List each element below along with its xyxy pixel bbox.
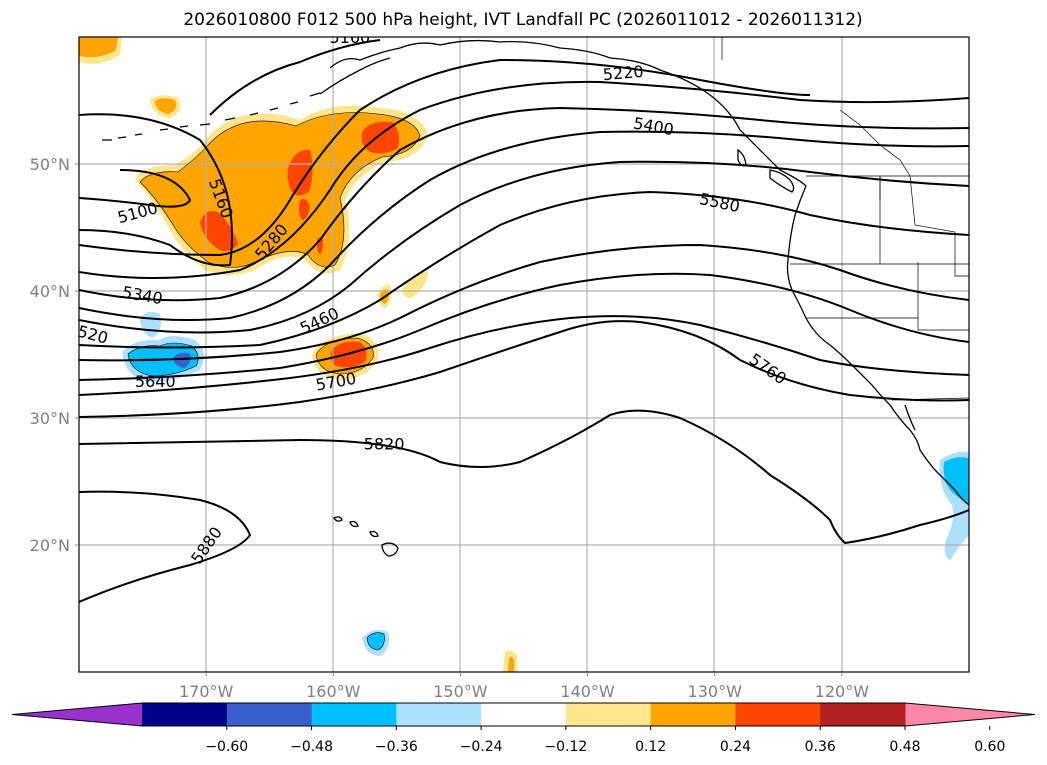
colorbar: −0.60 −0.48 −0.36 −0.24 −0.12 0.12 0.24 0.36 0.4… <box>11 702 1036 755</box>
bc-coast <box>787 185 807 261</box>
colorbar-segment <box>650 703 736 726</box>
contour-5100 <box>79 169 192 208</box>
lon-tick-label: 140°W <box>560 682 615 701</box>
contour-label: 5640 <box>135 372 176 391</box>
contour-5820 <box>79 409 969 545</box>
ivt-positive-patch-nw-core <box>79 37 118 58</box>
colorbar-extend-low <box>12 703 142 726</box>
contour-label-text: 5160 <box>329 28 370 47</box>
colorbar-tick-label: 0.36 <box>805 739 836 755</box>
map-border <box>78 36 970 673</box>
colorbar-segment <box>311 703 397 726</box>
colorbar-segment <box>142 703 228 726</box>
contour-5880 <box>79 490 252 603</box>
ivt-negative-patch-west-strong <box>173 352 191 368</box>
colorbar-tick-label: 0.60 <box>974 739 1005 755</box>
lat-tick-label: 40°N <box>30 282 70 301</box>
contour-5640 <box>79 272 969 381</box>
colorbar-tick-label: −0.48 <box>290 739 333 755</box>
map-background <box>79 37 969 672</box>
contour-5220 <box>79 58 811 257</box>
contour-5760 <box>79 320 969 418</box>
ivt-negative-patch-hawaii-south-core <box>367 632 385 650</box>
hawaii-kauai <box>333 516 343 522</box>
baja-california <box>889 404 936 471</box>
ivt-edge-center <box>315 337 374 375</box>
colorbar-segment <box>396 703 482 726</box>
colorbar-tick-label: −0.24 <box>460 739 503 755</box>
colorbar-tick-label: −0.36 <box>375 739 418 755</box>
ivt-red-core-2 <box>287 149 313 196</box>
lon-tick-label: 120°W <box>815 682 870 701</box>
lon-tick-label: 150°W <box>433 682 488 701</box>
ivt-contour-edges <box>127 112 421 651</box>
lat-tick-label: 20°N <box>30 536 70 555</box>
ivt-red-core-1 <box>200 211 238 252</box>
contour-5160 <box>79 113 233 267</box>
colorbar-tick-label: 0.48 <box>889 739 920 755</box>
vancouver-island <box>769 169 795 193</box>
map-panel: 5160522054005580516051005280534054605205… <box>78 28 970 673</box>
mexico-coast <box>934 469 969 506</box>
colorbar-extend-high <box>905 703 1035 726</box>
contour-5340 <box>79 106 969 302</box>
contour-5460 <box>79 160 969 334</box>
colorbar-segment <box>820 703 906 726</box>
hawaii-big-island <box>381 542 399 557</box>
ivt-negative-patch-mexico-core <box>943 457 969 505</box>
height-contours <box>79 39 969 603</box>
colorbar-tick-label: −0.60 <box>205 739 248 755</box>
latitude-labels: 50°N 40°N 30°N 20°N <box>30 155 79 555</box>
contour-label: 5160 <box>329 28 370 47</box>
ivt-red-core-4 <box>361 121 400 154</box>
contour-5400 <box>79 130 969 322</box>
colorbar-segment <box>226 703 313 726</box>
state-border-or-ca <box>806 317 969 331</box>
contour-label-text: 5220 <box>602 62 644 84</box>
colorbar-tick-label: −0.12 <box>544 739 587 755</box>
colorbar-tick-label: 0.12 <box>635 739 666 755</box>
ivt-positive-patch-small-1-core <box>155 98 177 114</box>
lon-tick-label: 130°W <box>688 682 743 701</box>
lat-tick-label: 50°N <box>30 155 70 174</box>
contour-5280 <box>79 80 969 280</box>
lon-tick-label: 170°W <box>179 682 234 701</box>
longitude-labels: 170°W 160°W 150°W 140°W 130°W 120°W <box>179 672 869 701</box>
colorbar-segment <box>735 703 821 726</box>
ivt-red-core-3 <box>298 198 310 220</box>
ivt-edge-hawaii-south <box>366 632 385 651</box>
contour-5700 <box>79 315 969 396</box>
coastlines <box>102 39 969 557</box>
alaska-coast <box>329 39 807 187</box>
contour-label-text: 5820 <box>364 434 405 453</box>
lat-tick-label: 30°N <box>30 409 70 428</box>
colorbar-segment <box>481 703 567 726</box>
contour-label: 5820 <box>364 434 405 453</box>
contour-label: 5220 <box>602 62 644 84</box>
lon-tick-label: 160°W <box>306 682 361 701</box>
colorbar-segment <box>565 703 652 726</box>
hawaii-maui <box>369 530 379 538</box>
alaska-peninsula <box>319 57 391 95</box>
colorbar-tick-label: 0.24 <box>720 739 751 755</box>
contour-5520 <box>79 190 969 349</box>
contour-5580 <box>79 243 969 362</box>
graticule <box>79 37 969 672</box>
contour-5160-north <box>209 39 381 116</box>
ivt-edge-west-negative <box>127 342 199 377</box>
aleutians <box>102 92 321 141</box>
figure-title: 2026010800 F012 500 hPa height, IVT Land… <box>183 10 862 30</box>
ivt-edge-main <box>139 112 421 268</box>
hawaii-oahu <box>349 520 359 528</box>
ivt-positive-patch-small-4-core <box>508 656 514 672</box>
contour-label-text: 5640 <box>135 372 176 391</box>
colorbar-outline <box>11 702 1036 727</box>
